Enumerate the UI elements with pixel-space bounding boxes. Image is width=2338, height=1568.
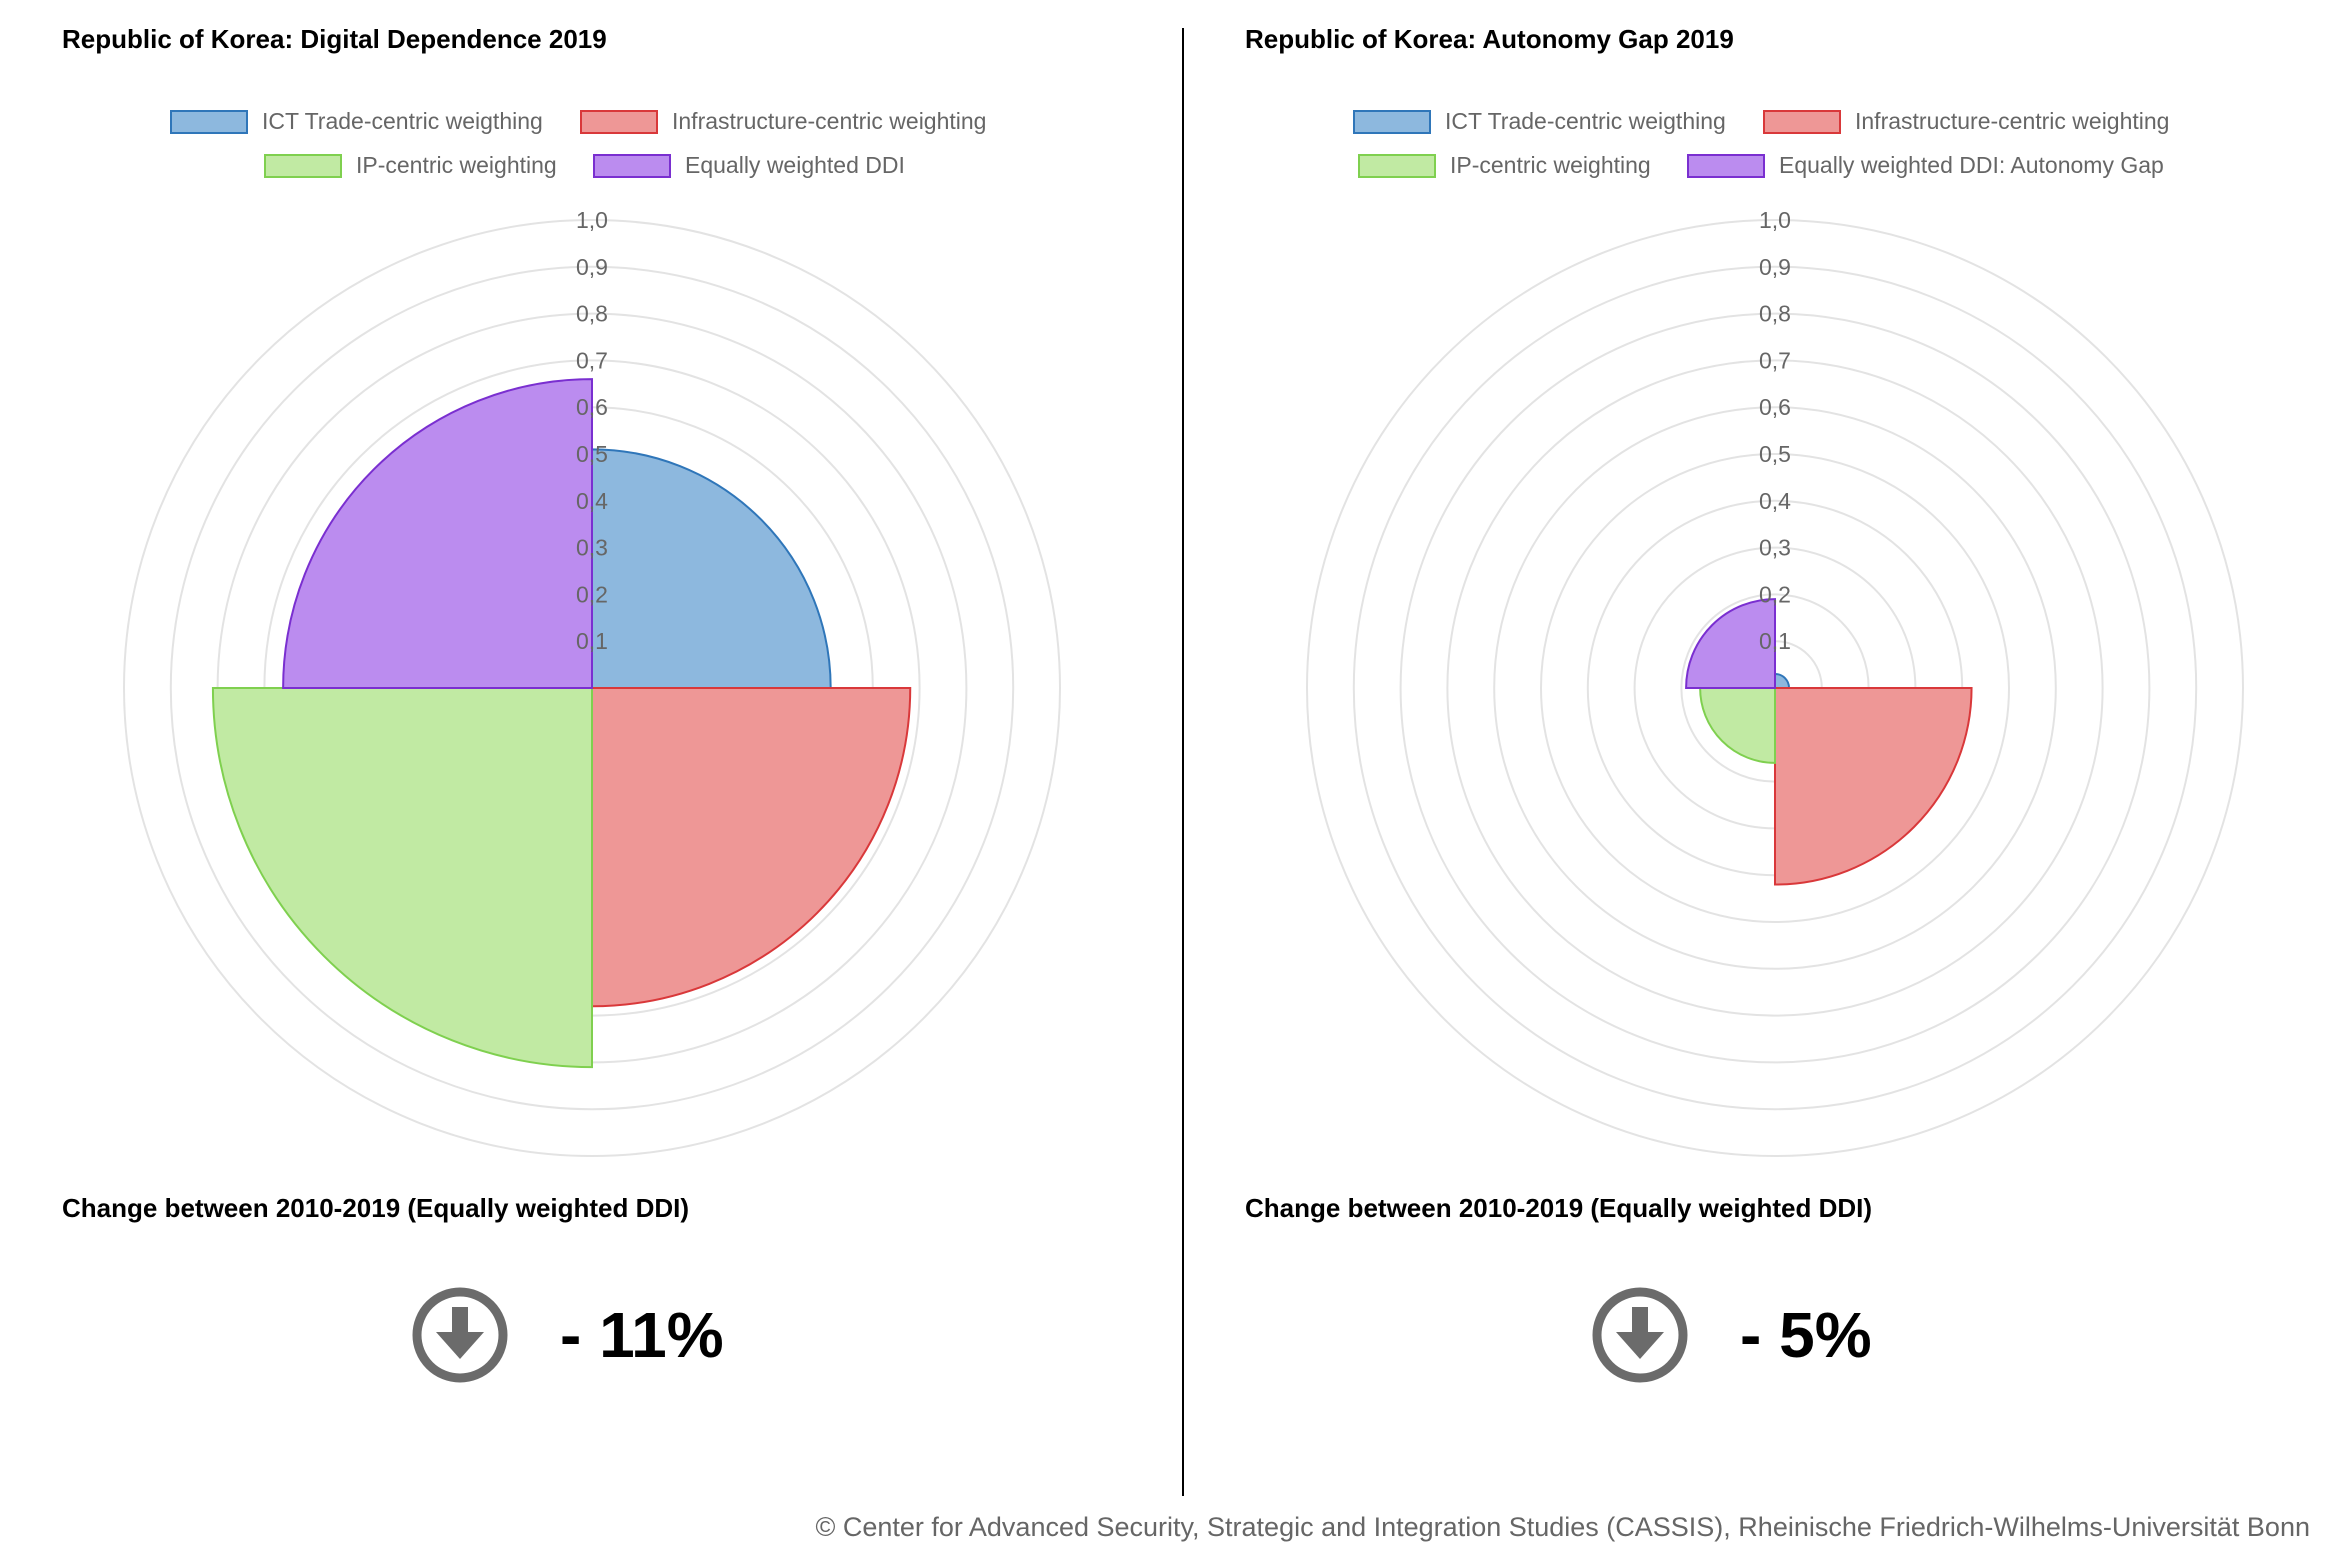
change-title: Change between 2010-2019 (Equally weight… [1245,1193,1873,1223]
legend-swatch-ip [264,153,342,178]
polar-area-chart: 0,1 0,2 0,3 0,4 0,5 0,6 0,7 0,8 0,9 1,0 [1306,207,2244,1157]
legend: ICT Trade-centric weigthing Infrastructu… [0,108,1150,198]
grid-ring [1446,359,2104,1017]
radial-tick-label: 0,8 [1759,301,1791,327]
radial-tick-label: 0,1 [576,628,608,654]
legend-swatch-ict-trade [1353,109,1431,134]
legend-swatch-infrastructure [580,109,658,134]
radial-tick-label: 0,7 [576,347,608,373]
grid-ring [123,219,1061,1157]
radial-tick-label: 0,4 [576,488,608,514]
polar-wedge-1[interactable] [1774,672,1791,689]
legend-item-ict-trade[interactable]: ICT Trade-centric weigthing [170,108,543,135]
grid-ring [1540,453,2010,923]
legend-item-ict-trade[interactable]: ICT Trade-centric weigthing [1353,108,1726,135]
polar-area-chart: 0,1 0,2 0,3 0,4 0,5 0,6 0,7 0,8 0,9 1,0 [123,207,1061,1157]
polar-wedge-2[interactable] [1774,687,1973,886]
arrow-down-circle-icon [412,1287,508,1383]
legend-label: IP-centric weighting [1450,152,1651,178]
radial-tick-label: 0,7 [1759,347,1791,373]
polar-wedge-4[interactable] [1685,598,1776,689]
radial-tick-label: 0,2 [1759,581,1791,607]
legend-label: Equally weighted DDI [685,152,905,178]
grid-ring [1399,312,2151,1064]
radial-tick-label: 0,6 [1759,394,1791,420]
radial-tick-label: 0,9 [1759,254,1791,280]
polar-wedge-1[interactable] [591,448,832,689]
legend-label: Equally weighted DDI: Autonomy Gap [1779,152,2164,178]
grid-ring [1493,406,2057,970]
legend-swatch-infrastructure [1763,109,1841,134]
legend-item-ip[interactable]: IP-centric weighting [264,152,557,179]
legend-label: Infrastructure-centric weighting [672,108,987,134]
change-indicator: - 5% [1183,1280,2333,1390]
legend-swatch-equally-weighted [1687,153,1765,178]
change-value: - 11% [560,1299,724,1371]
change-title: Change between 2010-2019 (Equally weight… [62,1193,690,1223]
radial-tick-label: 0,3 [576,535,608,561]
radial-tick-label: 0,5 [1759,441,1791,467]
panel-autonomy-gap: Republic of Korea: Autonomy Gap 2019 ICT… [1183,0,2333,1480]
change-indicator: - 11% [0,1280,1150,1390]
legend-item-infrastructure[interactable]: Infrastructure-centric weighting [1763,108,2169,135]
grid-ring [1352,265,2198,1111]
legend-label: ICT Trade-centric weigthing [1445,108,1726,134]
legend-swatch-ict-trade [170,109,248,134]
legend-label: ICT Trade-centric weigthing [262,108,543,134]
legend-label: IP-centric weighting [356,152,557,178]
grid-ring [169,265,1015,1111]
legend: ICT Trade-centric weigthing Infrastructu… [1183,108,2333,198]
legend-swatch-equally-weighted [593,153,671,178]
radial-tick-label: 0,8 [576,301,608,327]
legend-item-infrastructure[interactable]: Infrastructure-centric weighting [580,108,986,135]
legend-item-equally-weighted[interactable]: Equally weighted DDI: Autonomy Gap [1687,152,2164,179]
legend-item-ip[interactable]: IP-centric weighting [1358,152,1651,179]
copyright-footer: © Center for Advanced Security, Strategi… [815,1512,2310,1542]
polar-wedge-4[interactable] [282,378,593,689]
arrow-down-circle-icon [1592,1287,1688,1383]
radial-tick-label: 0,6 [576,394,608,420]
legend-swatch-ip [1358,153,1436,178]
radial-tick-label: 0,3 [1759,535,1791,561]
polar-wedge-3[interactable] [1699,687,1776,764]
panel-digital-dependence: Republic of Korea: Digital Dependence 20… [0,0,1150,1480]
legend-label: Infrastructure-centric weighting [1855,108,2170,134]
radial-tick-label: 0,9 [576,254,608,280]
radial-tick-label: 0,5 [576,441,608,467]
radial-tick-label: 1,0 [576,207,608,233]
chart-title: Republic of Korea: Digital Dependence 20… [62,24,607,54]
legend-item-equally-weighted[interactable]: Equally weighted DDI [593,152,905,179]
chart-title: Republic of Korea: Autonomy Gap 2019 [1245,24,1734,54]
radial-tick-label: 0,4 [1759,488,1791,514]
polar-wedge-2[interactable] [591,687,912,1008]
grid-ring [1306,219,2244,1157]
panel-divider [1182,28,1184,1496]
radial-tick-label: 0,2 [576,581,608,607]
radial-tick-label: 1,0 [1759,207,1791,233]
radial-tick-label: 0,1 [1759,628,1791,654]
change-value: - 5% [1740,1299,1872,1371]
polar-wedge-3[interactable] [211,687,593,1069]
